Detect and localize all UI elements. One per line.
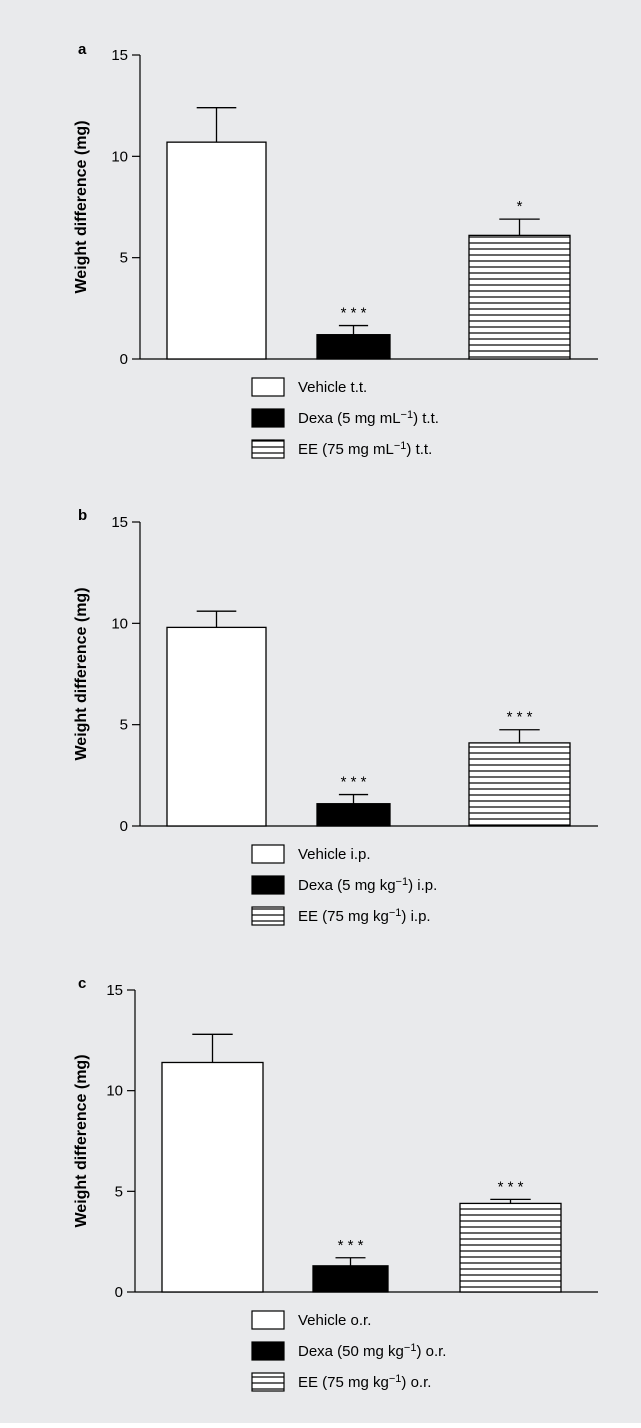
legend-swatch [251, 439, 285, 459]
significance-marker: * [517, 198, 523, 215]
legend-swatch [251, 1372, 285, 1392]
legend-swatch [251, 377, 285, 397]
y-axis-title: Weight difference (mg) [73, 587, 90, 760]
y-tick-label: 15 [106, 982, 123, 999]
legend-label: Dexa (5 mg mL−1) t.t. [298, 409, 439, 427]
chart-panel-b: b 0 5 10 15 Weight difference (mg) * * * * * * V… [73, 507, 598, 926]
y-tick-label: 10 [111, 148, 128, 165]
bar [316, 803, 391, 827]
panel-letter: a [78, 41, 87, 58]
legend-swatch [251, 408, 285, 428]
y-tick-label: 10 [111, 615, 128, 632]
bar [468, 742, 571, 827]
y-tick-label: 5 [120, 717, 128, 734]
chart-panel-c: c 0 5 10 15 Weight difference (mg) * * * * * * V… [73, 975, 598, 1392]
significance-marker: * * * [498, 1178, 524, 1195]
legend-label: Vehicle i.p. [298, 846, 371, 863]
y-tick-label: 15 [111, 514, 128, 531]
legend-swatch [251, 1310, 285, 1330]
y-tick-label: 0 [120, 351, 128, 368]
y-tick-label: 0 [120, 818, 128, 835]
y-tick-label: 0 [115, 1284, 123, 1301]
y-axis-title: Weight difference (mg) [73, 120, 90, 293]
legend-label: Dexa (5 mg kg−1) i.p. [298, 876, 437, 894]
bar [468, 234, 571, 360]
legend-label: Dexa (50 mg kg−1) o.r. [298, 1342, 446, 1360]
legend-label: EE (75 mg kg−1) o.r. [298, 1373, 431, 1391]
legend-swatch [251, 844, 285, 864]
significance-marker: * * * [341, 774, 367, 791]
bar [316, 334, 391, 360]
legend-label: EE (75 mg mL−1) t.t. [298, 440, 432, 458]
y-tick-label: 5 [115, 1183, 123, 1200]
legend-label: Vehicle o.r. [298, 1312, 371, 1329]
bar [166, 141, 267, 360]
bar [166, 626, 267, 827]
legend-swatch [251, 1341, 285, 1361]
chart-panel-a: a 0 5 10 15 Weight difference (mg) * * * * Vehic… [73, 41, 598, 459]
bar [459, 1202, 562, 1293]
y-axis-title: Weight difference (mg) [73, 1054, 90, 1227]
y-tick-label: 15 [111, 47, 128, 64]
panel-letter: b [78, 507, 87, 524]
significance-marker: * * * [338, 1237, 364, 1254]
legend-swatch [251, 906, 285, 926]
bar [161, 1061, 264, 1293]
significance-marker: * * * [341, 305, 367, 322]
significance-marker: * * * [507, 709, 533, 726]
y-tick-label: 5 [120, 250, 128, 267]
legend-label: Vehicle t.t. [298, 379, 367, 396]
y-tick-label: 10 [106, 1083, 123, 1100]
legend-swatch [251, 875, 285, 895]
bar [312, 1265, 389, 1293]
legend-label: EE (75 mg kg−1) i.p. [298, 907, 431, 925]
panel-letter: c [78, 975, 86, 992]
